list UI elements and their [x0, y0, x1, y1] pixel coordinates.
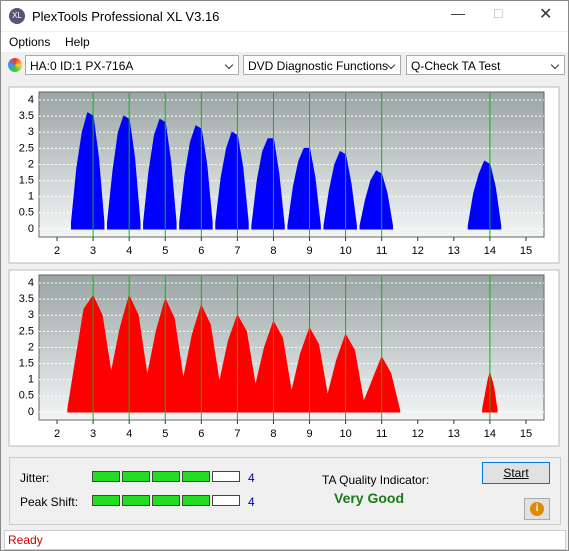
y-tick-label: 0.5	[19, 207, 34, 219]
meter-segment	[122, 471, 150, 482]
x-tick-label: 3	[90, 428, 96, 440]
menu-item[interactable]: Help	[65, 35, 90, 49]
results-panel: Jitter: 4 Peak Shift: 4 TA Quality Indic…	[9, 457, 561, 525]
title-bar: XL PlexTools Professional XL V3.16 — □ ✕	[1, 1, 568, 31]
y-tick-label: 1	[28, 191, 34, 203]
x-tick-label: 4	[126, 245, 132, 257]
x-tick-label: 6	[198, 245, 204, 257]
info-button[interactable]: i	[524, 498, 550, 520]
y-tick-label: 0	[28, 223, 34, 235]
x-tick-label: 8	[270, 428, 276, 440]
start-button[interactable]: Start	[482, 462, 550, 484]
ta-quality-label: TA Quality Indicator:	[322, 473, 430, 487]
x-tick-label: 11	[376, 245, 387, 257]
drive-select[interactable]: HA:0 ID:1 PX-716A	[25, 55, 239, 75]
y-tick-label: 2.5	[19, 142, 34, 154]
y-tick-label: 1.5	[19, 358, 34, 370]
x-tick-label: 8	[270, 245, 276, 257]
meter-segment	[122, 495, 150, 506]
window-title: PlexTools Professional XL V3.16	[32, 9, 220, 24]
y-tick-label: 3	[28, 126, 34, 138]
test-select[interactable]: Q-Check TA Test	[406, 55, 565, 75]
meter-segment	[182, 471, 210, 482]
y-tick-label: 1	[28, 374, 34, 386]
meter-segment	[212, 495, 240, 506]
peak-shift-label: Peak Shift:	[20, 495, 79, 509]
maximize[interactable]: □	[494, 5, 503, 21]
x-tick-label: 7	[234, 245, 240, 257]
x-tick-label: 14	[484, 245, 496, 257]
y-tick-label: 3.5	[19, 293, 34, 305]
x-tick-label: 10	[339, 245, 351, 257]
x-tick-label: 7	[234, 428, 240, 440]
meter-segment	[152, 495, 180, 506]
minimize[interactable]: —	[451, 5, 465, 21]
x-tick-label: 2	[54, 245, 60, 257]
x-tick-label: 14	[484, 428, 496, 440]
x-tick-label: 13	[448, 245, 460, 257]
charts: 00.511.522.533.542 3 4 5 6 7 8 9 10 11 12 13 14 1500.…	[8, 86, 560, 447]
drive-icon	[8, 58, 22, 72]
y-tick-label: 3	[28, 309, 34, 321]
x-tick-label: 15	[520, 245, 532, 257]
meter-segment	[182, 495, 210, 506]
x-tick-label: 12	[412, 245, 424, 257]
jitter-label: Jitter:	[20, 471, 50, 485]
y-tick-label: 2	[28, 158, 34, 170]
x-tick-label: 15	[520, 428, 532, 440]
close[interactable]: ✕	[539, 6, 553, 23]
x-tick-label: 10	[339, 428, 351, 440]
status-bar: Ready	[4, 530, 566, 550]
menu-item[interactable]: Options	[9, 35, 51, 49]
y-tick-label: 4	[28, 277, 34, 289]
peak-shift-value: 4	[248, 495, 255, 509]
x-tick-label: 3	[90, 245, 96, 257]
area	[70, 112, 502, 230]
meter-segment	[92, 471, 120, 482]
x-tick-label: 2	[54, 428, 60, 440]
y-tick-label: 2.5	[19, 325, 34, 337]
x-tick-label: 5	[162, 428, 168, 440]
status-text: Ready	[8, 533, 43, 547]
meter-segment	[92, 495, 120, 506]
x-tick-label: 5	[162, 245, 168, 257]
ta-quality-result: Very Good	[334, 490, 405, 506]
y-tick-label: 4	[28, 94, 34, 106]
y-tick-label: 0	[28, 406, 34, 418]
function-select[interactable]: DVD Diagnostic Functions	[243, 55, 401, 75]
y-tick-label: 3.5	[19, 110, 34, 122]
x-tick-label: 13	[448, 428, 460, 440]
meter-segment	[212, 471, 240, 482]
x-tick-label: 6	[198, 428, 204, 440]
y-tick-label: 1.5	[19, 175, 34, 187]
jitter-value: 4	[248, 471, 255, 485]
y-tick-label: 2	[28, 341, 34, 353]
meter-segment	[152, 471, 180, 482]
y-tick-label: 0.5	[19, 390, 34, 402]
x-tick-label: 11	[376, 428, 387, 440]
x-tick-label: 9	[306, 245, 312, 257]
x-tick-label: 12	[412, 428, 424, 440]
x-tick-label: 4	[126, 428, 132, 440]
menu-bar: Options Help	[1, 32, 568, 52]
app-icon: XL	[9, 8, 25, 24]
x-tick-label: 9	[306, 428, 312, 440]
